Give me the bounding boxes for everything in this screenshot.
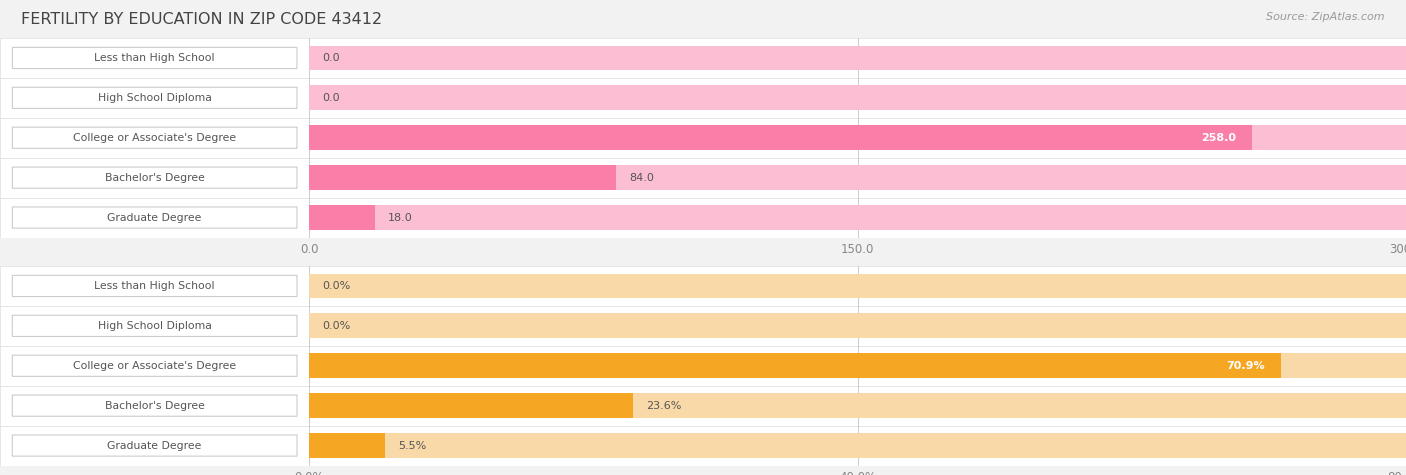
FancyBboxPatch shape xyxy=(13,435,297,456)
FancyBboxPatch shape xyxy=(13,87,297,108)
Bar xyxy=(309,433,1406,458)
Bar xyxy=(0,158,1406,198)
Bar xyxy=(309,125,1406,150)
Text: Graduate Degree: Graduate Degree xyxy=(107,212,202,223)
Text: Less than High School: Less than High School xyxy=(94,281,215,291)
Text: Less than High School: Less than High School xyxy=(94,53,215,63)
FancyBboxPatch shape xyxy=(13,127,297,148)
Text: Bachelor's Degree: Bachelor's Degree xyxy=(104,172,205,183)
Text: College or Associate's Degree: College or Associate's Degree xyxy=(73,133,236,143)
Bar xyxy=(0,38,1406,78)
FancyBboxPatch shape xyxy=(13,207,297,228)
Bar xyxy=(309,353,1281,378)
Text: Source: ZipAtlas.com: Source: ZipAtlas.com xyxy=(1267,12,1385,22)
Text: 18.0: 18.0 xyxy=(388,212,413,223)
Text: High School Diploma: High School Diploma xyxy=(98,321,211,331)
FancyBboxPatch shape xyxy=(13,355,297,376)
Text: College or Associate's Degree: College or Associate's Degree xyxy=(73,361,236,371)
Text: 0.0: 0.0 xyxy=(322,53,340,63)
Bar xyxy=(309,274,1406,298)
Text: 258.0: 258.0 xyxy=(1201,133,1236,143)
Text: 0.0: 0.0 xyxy=(322,93,340,103)
Bar xyxy=(0,118,1406,158)
Bar xyxy=(309,433,385,458)
FancyBboxPatch shape xyxy=(13,167,297,188)
Bar xyxy=(309,353,1406,378)
Bar xyxy=(309,205,1406,230)
FancyBboxPatch shape xyxy=(13,395,297,416)
Text: 0.0%: 0.0% xyxy=(322,281,350,291)
Bar xyxy=(0,426,1406,466)
FancyBboxPatch shape xyxy=(13,315,297,336)
Bar xyxy=(309,165,616,190)
Text: 70.9%: 70.9% xyxy=(1226,361,1265,371)
Bar xyxy=(309,125,1253,150)
Bar xyxy=(0,306,1406,346)
Bar xyxy=(0,78,1406,118)
Bar xyxy=(309,393,1406,418)
Text: Graduate Degree: Graduate Degree xyxy=(107,440,202,451)
Bar xyxy=(309,86,1406,110)
Text: Bachelor's Degree: Bachelor's Degree xyxy=(104,400,205,411)
Bar xyxy=(0,386,1406,426)
Bar xyxy=(309,205,375,230)
Bar xyxy=(309,46,1406,70)
Bar xyxy=(0,266,1406,306)
FancyBboxPatch shape xyxy=(13,48,297,68)
Bar xyxy=(0,198,1406,238)
Text: High School Diploma: High School Diploma xyxy=(98,93,211,103)
Text: 23.6%: 23.6% xyxy=(645,400,682,411)
Bar xyxy=(309,165,1406,190)
Text: 5.5%: 5.5% xyxy=(398,440,426,451)
Bar xyxy=(0,346,1406,386)
Bar xyxy=(309,314,1406,338)
Text: 84.0: 84.0 xyxy=(630,172,654,183)
Text: FERTILITY BY EDUCATION IN ZIP CODE 43412: FERTILITY BY EDUCATION IN ZIP CODE 43412 xyxy=(21,12,382,27)
Text: 0.0%: 0.0% xyxy=(322,321,350,331)
Bar xyxy=(309,393,633,418)
FancyBboxPatch shape xyxy=(13,276,297,296)
